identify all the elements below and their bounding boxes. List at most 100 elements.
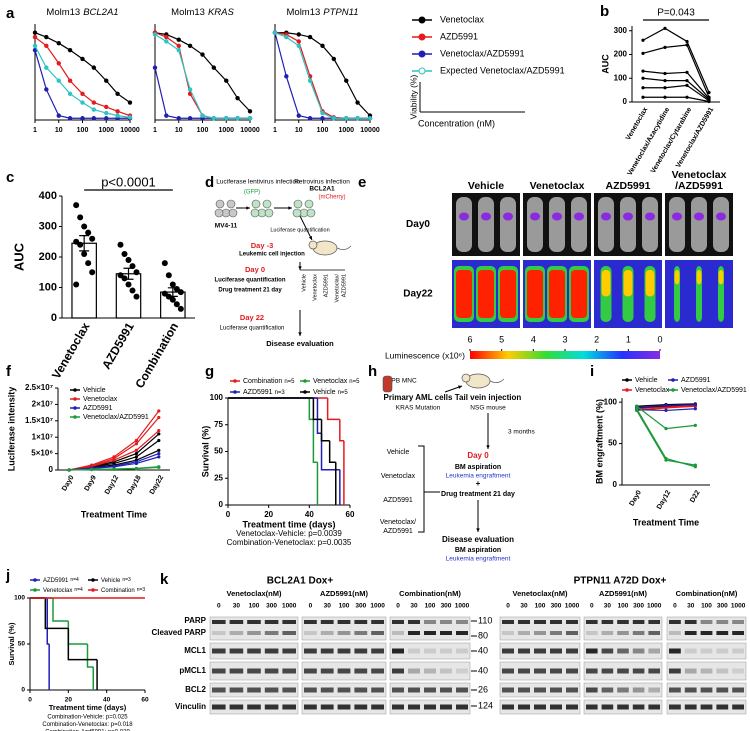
series-line bbox=[154, 67, 250, 119]
signal bbox=[645, 270, 655, 297]
x-tick-label: Day22 bbox=[149, 474, 165, 495]
axis-label: Concentration (nM) bbox=[418, 118, 495, 128]
p-value: P=0.043 bbox=[657, 8, 695, 19]
band bbox=[700, 687, 713, 693]
title-text: Molm13 bbox=[46, 7, 80, 18]
band bbox=[337, 704, 351, 710]
arrow-head bbox=[246, 206, 250, 210]
arrow bbox=[299, 215, 313, 241]
chart-title: Molm13 BCL2A1 bbox=[46, 7, 118, 18]
band bbox=[424, 620, 436, 624]
signal bbox=[623, 270, 633, 297]
band bbox=[534, 687, 546, 693]
band bbox=[320, 704, 334, 710]
band bbox=[566, 687, 578, 693]
signal bbox=[552, 212, 562, 221]
survival-step bbox=[312, 419, 318, 463]
diagram-text: Leukemia engraftment bbox=[446, 556, 511, 563]
data-point bbox=[664, 427, 668, 431]
band bbox=[304, 631, 317, 635]
data-point bbox=[32, 34, 38, 40]
legend-label: Vehicle n=5 bbox=[313, 389, 348, 396]
data-point bbox=[73, 202, 80, 209]
x-tick-label: Day12 bbox=[104, 474, 120, 495]
panel-letter: j bbox=[5, 567, 10, 584]
data-point bbox=[200, 52, 205, 57]
data-point bbox=[176, 37, 181, 42]
axis-label: AUC bbox=[11, 242, 26, 271]
diagram-text: Disease evaluation bbox=[442, 535, 514, 544]
data-point bbox=[296, 43, 301, 49]
legend-label: AZD5991 n=4 bbox=[43, 577, 79, 583]
p-value: Venetoclax-Vehicle: p=0.0039 bbox=[236, 529, 342, 538]
concentration: 0 bbox=[396, 603, 400, 610]
band bbox=[408, 704, 420, 710]
data-point bbox=[157, 455, 161, 459]
x-tick-label: Day18 bbox=[126, 474, 142, 495]
signal bbox=[574, 212, 584, 221]
treatment-arm: AZD5991 bbox=[323, 274, 329, 297]
mouse-image bbox=[642, 197, 658, 252]
arrow-head bbox=[486, 445, 490, 449]
mouse-image bbox=[691, 197, 707, 252]
concentration: 300 bbox=[441, 603, 452, 610]
concentration: 30 bbox=[687, 603, 695, 610]
band bbox=[534, 631, 546, 635]
x-tick-label: Day0 bbox=[61, 474, 75, 492]
band bbox=[534, 648, 546, 654]
concentration: 1000 bbox=[370, 603, 385, 610]
legend-name: Venetoclax bbox=[83, 396, 118, 403]
data-point bbox=[133, 269, 140, 276]
band bbox=[550, 631, 562, 635]
axis-label: BM engraftment (%) bbox=[594, 399, 604, 484]
data-point bbox=[307, 116, 313, 121]
legend-n: n=4 bbox=[70, 577, 79, 583]
band bbox=[371, 668, 384, 674]
mouse-image bbox=[549, 197, 565, 252]
diagram-text: Primary AML cells bbox=[384, 393, 453, 402]
legend-label: Combination n=5 bbox=[243, 378, 295, 385]
diagram-text: Day 0 bbox=[467, 451, 489, 460]
data-point bbox=[685, 95, 689, 99]
band bbox=[337, 668, 351, 674]
signal bbox=[481, 212, 491, 221]
y-tick-label: 100 bbox=[614, 73, 628, 82]
band bbox=[408, 668, 420, 674]
band bbox=[684, 648, 697, 654]
x-tick-label: 1000 bbox=[98, 127, 114, 134]
diagram-text: Luciferase quantification bbox=[270, 227, 329, 233]
data-point bbox=[104, 104, 109, 110]
data-point bbox=[32, 30, 38, 35]
band bbox=[282, 687, 296, 693]
data-point bbox=[641, 95, 645, 99]
colorbar-label: Luminescence (x10⁶) bbox=[385, 350, 465, 360]
band bbox=[229, 631, 244, 635]
band bbox=[264, 620, 279, 624]
cell-icon bbox=[306, 208, 316, 218]
data-point bbox=[56, 78, 61, 83]
data-point bbox=[115, 109, 120, 114]
band bbox=[518, 648, 530, 654]
y-tick-label: 300 bbox=[39, 220, 57, 232]
legend-n: n=4 bbox=[74, 587, 83, 593]
data-point bbox=[80, 116, 85, 121]
panel-letter: d bbox=[205, 174, 214, 191]
arrow-head bbox=[476, 528, 480, 532]
colorbar-tick-label: 1 bbox=[626, 334, 631, 344]
data-point bbox=[707, 99, 711, 104]
band bbox=[632, 648, 645, 654]
protein-label: BCL2 bbox=[185, 685, 206, 694]
row-label: Day22 bbox=[403, 289, 433, 300]
data-point bbox=[112, 458, 116, 462]
cell-icon bbox=[251, 199, 261, 209]
legend-marker bbox=[233, 379, 237, 383]
band bbox=[518, 668, 530, 674]
x-tick-label: 100 bbox=[197, 127, 209, 134]
mouse-icon bbox=[489, 378, 505, 383]
row-label: Day0 bbox=[406, 219, 430, 230]
column-header: Vehicle bbox=[468, 180, 504, 192]
data-point bbox=[164, 34, 169, 40]
data-point bbox=[641, 86, 645, 90]
survival-step bbox=[320, 419, 330, 442]
data-point bbox=[91, 100, 97, 105]
